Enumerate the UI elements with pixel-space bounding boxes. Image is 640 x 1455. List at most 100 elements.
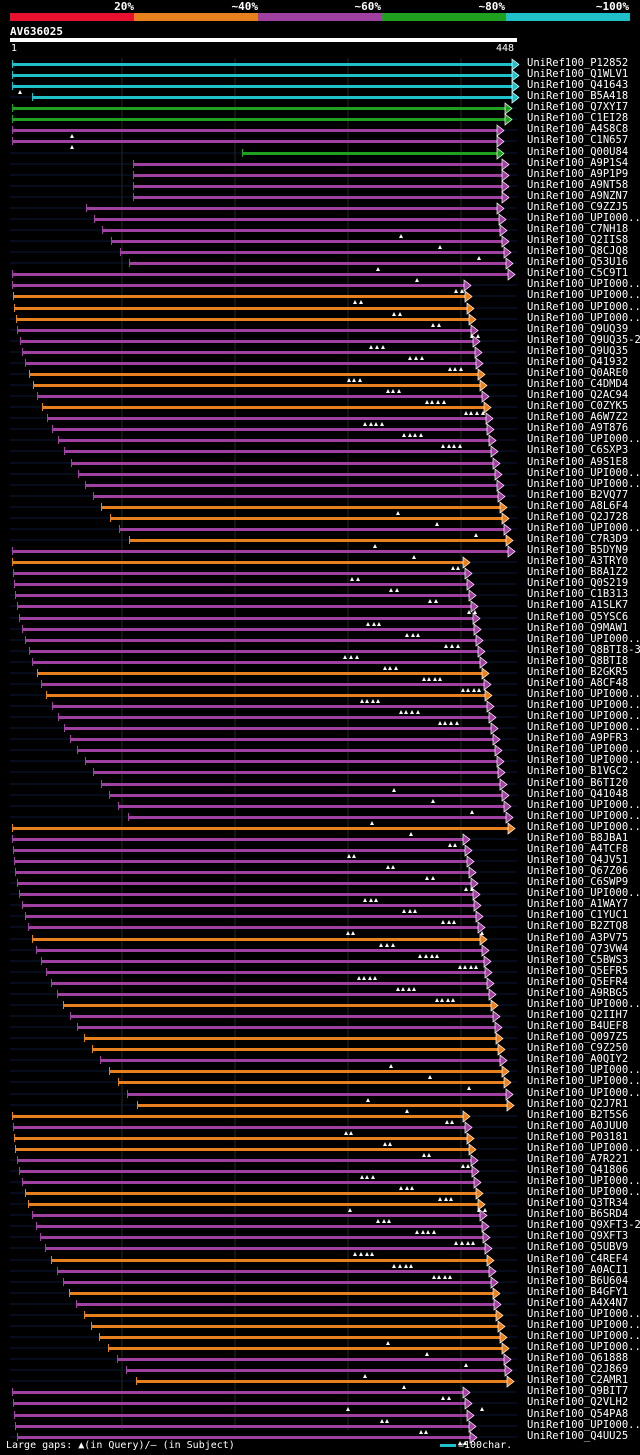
hit-label[interactable]: UniRef100_UPI000.. (527, 710, 640, 722)
hit-label[interactable]: UniRef100_Q54PA8 (527, 1408, 629, 1420)
hit-label[interactable]: UniRef100_A9PFR3 (527, 732, 629, 744)
hit-label[interactable]: UniRef100_A8L6F4 (527, 500, 629, 512)
hit-label[interactable]: UniRef100_A9P1S4 (527, 157, 629, 169)
hit-label[interactable]: UniRef100_C6SWP9 (527, 876, 629, 888)
hit-label[interactable]: UniRef100_UPI000.. (527, 312, 640, 324)
hit-label[interactable]: UniRef100_A3PV75 (527, 932, 629, 944)
hit-label[interactable]: UniRef100_UPI000.. (527, 799, 640, 811)
hit-label[interactable]: UniRef100_C6SXP3 (527, 444, 629, 456)
hit-label[interactable]: UniRef100_C1N657 (527, 134, 629, 146)
hit-label[interactable]: UniRef100_Q2VLH2 (527, 1396, 629, 1408)
hit-label[interactable]: UniRef100_UPI000.. (527, 810, 640, 822)
hit-label[interactable]: UniRef100_UPI000.. (527, 1064, 640, 1076)
hit-label[interactable]: UniRef100_Q9BIT7 (527, 1385, 629, 1397)
hit-label[interactable]: UniRef100_UPI000.. (527, 743, 640, 755)
hit-label[interactable]: UniRef100_C4DMD4 (527, 378, 629, 390)
hit-label[interactable]: UniRef100_UPI000.. (527, 1075, 640, 1087)
hit-label[interactable]: UniRef100_UPI000.. (527, 1087, 640, 1099)
hit-label[interactable]: UniRef100_Q41932 (527, 356, 629, 368)
hit-label[interactable]: UniRef100_UPI000.. (527, 522, 640, 534)
hit-label[interactable]: UniRef100_Q00U84 (527, 146, 629, 158)
hit-label[interactable]: UniRef100_Q41048 (527, 788, 629, 800)
hit-label[interactable]: UniRef100_B2T5S6 (527, 1109, 629, 1121)
hit-label[interactable]: UniRef100_UPI000.. (527, 998, 640, 1010)
hit-label[interactable]: UniRef100_A7R221 (527, 1153, 629, 1165)
hit-label[interactable]: UniRef100_Q41643 (527, 79, 629, 91)
hit-label[interactable]: UniRef100_UPI000.. (527, 467, 640, 479)
hit-label[interactable]: UniRef100_C7R3D9 (527, 533, 629, 545)
hit-label[interactable]: UniRef100_UPI000.. (527, 721, 640, 733)
hit-label[interactable]: UniRef100_Q2AC94 (527, 389, 629, 401)
hit-label[interactable]: UniRef100_B6U604 (527, 1275, 629, 1287)
hit-label[interactable]: UniRef100_Q8BTI8-3 (527, 644, 640, 656)
hit-label[interactable]: UniRef100_B4UEF8 (527, 1020, 629, 1032)
hit-label[interactable]: UniRef100_Q3TR34 (527, 1197, 629, 1209)
hit-label[interactable]: UniRef100_B2VQ77 (527, 489, 629, 501)
hit-label[interactable]: UniRef100_A8CF48 (527, 677, 629, 689)
hit-label[interactable]: UniRef100_Q5YSC6 (527, 611, 629, 623)
hit-label[interactable]: UniRef100_Q9XFT3 (527, 1230, 629, 1242)
hit-label[interactable]: UniRef100_Q7XYI7 (527, 101, 629, 113)
hit-label[interactable]: UniRef100_A9NT58 (527, 179, 629, 191)
hit-label[interactable]: UniRef100_B5DYN9 (527, 544, 629, 556)
hit-label[interactable]: UniRef100_UPI000.. (527, 699, 640, 711)
hit-label[interactable]: UniRef100_B2ZTQ8 (527, 920, 629, 932)
hit-label[interactable]: UniRef100_C5BWS3 (527, 954, 629, 966)
hit-label[interactable]: UniRef100_A3TRY0 (527, 555, 629, 567)
hit-label[interactable]: UniRef100_A0ACI1 (527, 1264, 629, 1276)
hit-label[interactable]: UniRef100_C4REF4 (527, 1253, 629, 1265)
hit-label[interactable]: UniRef100_B6TI20 (527, 777, 629, 789)
hit-label[interactable]: UniRef100_B2GKR5 (527, 666, 629, 678)
hit-label[interactable]: UniRef100_Q8BTI8 (527, 655, 629, 667)
hit-label[interactable]: UniRef100_Q2IIS8 (527, 234, 629, 246)
hit-label[interactable]: UniRef100_UPI000.. (527, 301, 640, 313)
hit-label[interactable]: UniRef100_B4GFY1 (527, 1286, 629, 1298)
hit-label[interactable]: UniRef100_Q9XFT3-2 (527, 1219, 640, 1231)
hit-label[interactable]: UniRef100_A9NZN7 (527, 190, 629, 202)
hit-label[interactable]: UniRef100_Q9UQ35 (527, 345, 629, 357)
hit-label[interactable]: UniRef100_Q53U16 (527, 256, 629, 268)
hit-label[interactable]: UniRef100_C9Z250 (527, 1042, 629, 1054)
hit-label[interactable]: UniRef100_Q4JV51 (527, 854, 629, 866)
hit-label[interactable]: UniRef100_UPI000.. (527, 1308, 640, 1320)
hit-label[interactable]: UniRef100_UPI000.. (527, 887, 640, 899)
hit-label[interactable]: UniRef100_Q2J7R1 (527, 1098, 629, 1110)
hit-label[interactable]: UniRef100_Q1WLV1 (527, 68, 629, 80)
hit-label[interactable]: UniRef100_A0JUU0 (527, 1120, 629, 1132)
hit-label[interactable]: UniRef100_C1YUC1 (527, 909, 629, 921)
hit-label[interactable]: UniRef100_UPI000.. (527, 1186, 640, 1198)
hit-label[interactable]: UniRef100_UPI000.. (527, 289, 640, 301)
hit-label[interactable]: UniRef100_UPI000.. (527, 212, 640, 224)
hit-label[interactable]: UniRef100_UPI000.. (527, 1319, 640, 1331)
hit-label[interactable]: UniRef100_Q73VW4 (527, 943, 629, 955)
hit-label[interactable]: UniRef100_B6SRD4 (527, 1208, 629, 1220)
hit-label[interactable]: UniRef100_Q0S219 (527, 577, 629, 589)
hit-label[interactable]: UniRef100_UPI000.. (527, 1330, 640, 1342)
hit-label[interactable]: UniRef100_C1B313 (527, 588, 629, 600)
hit-label[interactable]: UniRef100_B5A418 (527, 90, 629, 102)
hit-label[interactable]: UniRef100_A9RBG5 (527, 987, 629, 999)
hit-label[interactable]: UniRef100_A4X4N7 (527, 1297, 629, 1309)
hit-label[interactable]: UniRef100_Q61888 (527, 1352, 629, 1364)
hit-label[interactable]: UniRef100_B8A1Z2 (527, 566, 629, 578)
hit-label[interactable]: UniRef100_B8JBA1 (527, 832, 629, 844)
hit-label[interactable]: UniRef100_UPI000.. (527, 1419, 640, 1431)
hit-label[interactable]: UniRef100_UPI000.. (527, 433, 640, 445)
hit-label[interactable]: UniRef100_UPI000.. (527, 1142, 640, 1154)
hit-label[interactable]: UniRef100_A9S1E8 (527, 456, 629, 468)
hit-label[interactable]: UniRef100_P03181 (527, 1131, 629, 1143)
hit-label[interactable]: UniRef100_Q8CJQ8 (527, 245, 629, 257)
hit-label[interactable]: UniRef100_Q9UQ35-2 (527, 334, 640, 346)
hit-label[interactable]: UniRef100_UPI000.. (527, 1341, 640, 1353)
hit-label[interactable]: UniRef100_C5C9T1 (527, 267, 629, 279)
hit-label[interactable]: UniRef100_A4TCF8 (527, 843, 629, 855)
hit-label[interactable]: UniRef100_Q2J728 (527, 511, 629, 523)
hit-label[interactable]: UniRef100_Q2J869 (527, 1363, 629, 1375)
hit-label[interactable]: UniRef100_A1SLK7 (527, 599, 629, 611)
hit-label[interactable]: UniRef100_Q5EFR4 (527, 976, 629, 988)
hit-label[interactable]: UniRef100_Q097Z5 (527, 1031, 629, 1043)
hit-label[interactable]: UniRef100_UPI000.. (527, 821, 640, 833)
hit-label[interactable]: UniRef100_C9ZZJ5 (527, 201, 629, 213)
hit-label[interactable]: UniRef100_C7NH18 (527, 223, 629, 235)
hit-label[interactable]: UniRef100_Q5UBV9 (527, 1241, 629, 1253)
